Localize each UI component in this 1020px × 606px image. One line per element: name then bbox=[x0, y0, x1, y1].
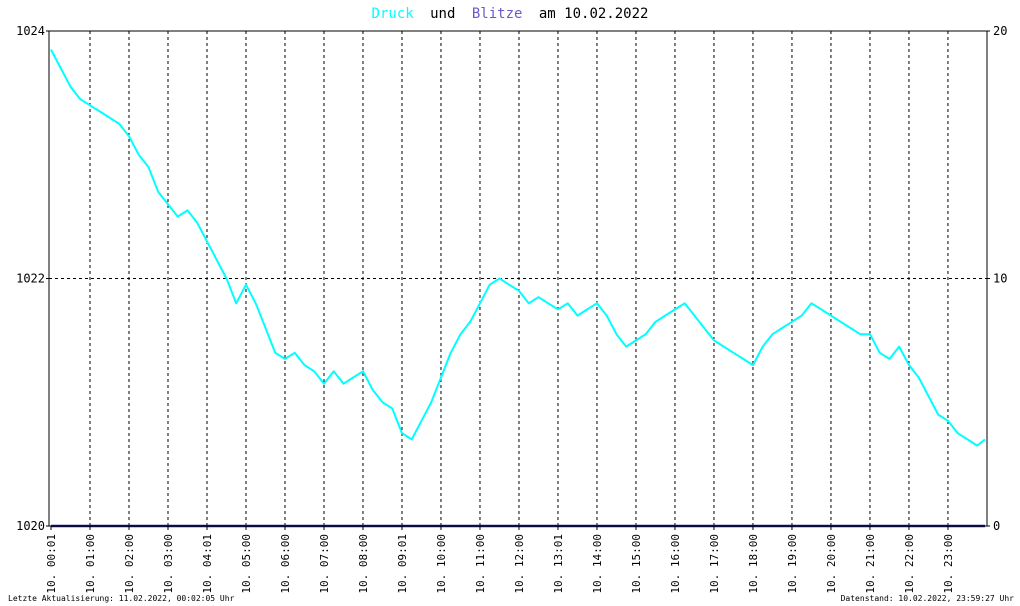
x-tick-label: 10. 22:00 bbox=[903, 534, 916, 594]
y-left-tick-label: 1020 bbox=[16, 519, 45, 533]
title-date: am 10.02.2022 bbox=[539, 6, 649, 22]
data-series bbox=[50, 49, 986, 528]
title-blitze: Blitze bbox=[472, 6, 523, 22]
x-tick-label: 10. 16:00 bbox=[669, 534, 682, 594]
pressure-line bbox=[50, 49, 986, 447]
chart-title: Druck und Blitze am 10.02.2022 bbox=[372, 6, 649, 22]
grid bbox=[49, 31, 987, 526]
x-tick-label: 10. 11:00 bbox=[474, 534, 487, 594]
x-tick-label: 10. 21:00 bbox=[864, 534, 877, 594]
y-right-tick-label: 20 bbox=[993, 24, 1007, 38]
footer-data-status: Datenstand: 10.02.2022, 23:59:27 Uhr bbox=[841, 594, 1015, 603]
x-tick-label: 10. 07:00 bbox=[318, 534, 331, 594]
y-right-tick-label: 0 bbox=[993, 519, 1000, 533]
x-tick-label: 10. 20:00 bbox=[825, 534, 838, 594]
x-tick-label: 10. 04:01 bbox=[201, 534, 214, 594]
y-left-tick-label: 1024 bbox=[16, 24, 45, 38]
x-tick-label: 10. 03:00 bbox=[162, 534, 175, 594]
x-tick-label: 10. 05:00 bbox=[240, 534, 253, 594]
footer-last-update: Letzte Aktualisierung: 11.02.2022, 00:02… bbox=[8, 594, 235, 603]
title-druck: Druck bbox=[372, 6, 415, 22]
x-tick-label: 10. 09:01 bbox=[396, 534, 409, 594]
x-tick-label: 10. 17:00 bbox=[708, 534, 721, 594]
x-tick-label: 10. 13:01 bbox=[552, 534, 565, 594]
x-tick-label: 10. 10:00 bbox=[435, 534, 448, 594]
y-left-tick-label: 1022 bbox=[16, 272, 45, 286]
x-tick-label: 10. 02:00 bbox=[123, 534, 136, 594]
y-right-tick-label: 10 bbox=[993, 272, 1007, 286]
x-tick-label: 10. 19:00 bbox=[786, 534, 799, 594]
x-tick-label: 10. 14:00 bbox=[591, 534, 604, 594]
x-tick-label: 10. 18:00 bbox=[747, 534, 760, 594]
x-tick-label: 10. 06:00 bbox=[279, 534, 292, 594]
x-tick-label: 10. 12:00 bbox=[513, 534, 526, 594]
x-tick-label: 10. 23:00 bbox=[942, 534, 955, 594]
title-und: und bbox=[430, 6, 455, 22]
x-tick-label: 10. 08:00 bbox=[357, 534, 370, 594]
x-tick-label: 10. 01:00 bbox=[84, 534, 97, 594]
x-tick-label: 10. 00:01 bbox=[45, 534, 58, 594]
x-tick-label: 10. 15:00 bbox=[630, 534, 643, 594]
